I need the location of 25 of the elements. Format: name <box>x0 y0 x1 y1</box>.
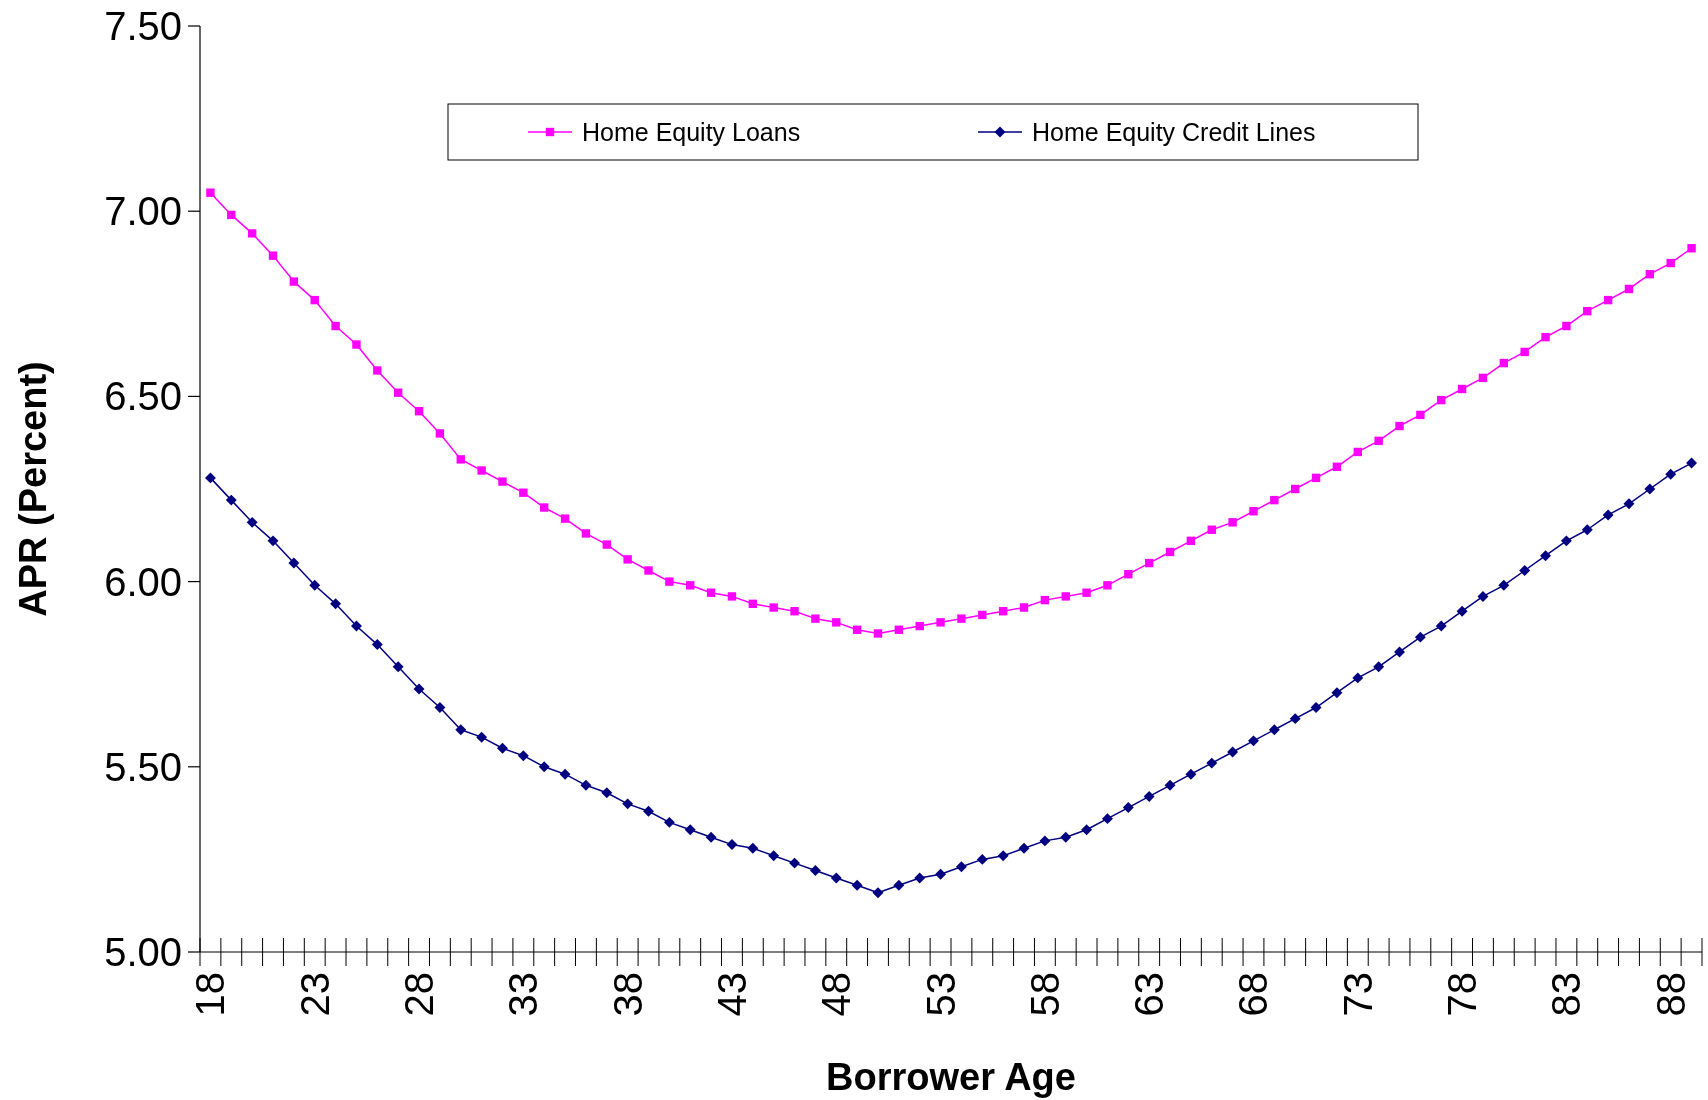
x-tick-label: 53 <box>918 972 963 1017</box>
y-tick-label: 7.50 <box>104 4 182 48</box>
y-tick-label: 6.50 <box>104 374 182 419</box>
x-tick-label: 78 <box>1440 972 1485 1017</box>
y-tick-label: 5.50 <box>104 744 182 789</box>
legend-label: Home Equity Credit Lines <box>1032 117 1316 146</box>
y-tick-label: 5.00 <box>104 930 182 974</box>
x-tick-label: 73 <box>1335 972 1380 1017</box>
x-tick-label: 48 <box>814 972 859 1017</box>
x-tick-label: 28 <box>397 972 442 1017</box>
x-tick-label: 18 <box>188 972 233 1017</box>
y-axis-title: APR (Percent) <box>12 361 54 617</box>
x-tick-label: 38 <box>605 972 650 1017</box>
y-tick-label: 6.00 <box>104 559 182 604</box>
x-tick-label: 63 <box>1127 972 1172 1017</box>
x-tick-label: 43 <box>709 972 754 1017</box>
x-tick-label: 23 <box>292 972 337 1017</box>
y-tick-label: 7.00 <box>104 189 182 234</box>
x-axis-title: Borrower Age <box>826 1056 1076 1098</box>
x-tick-label: 58 <box>1022 972 1067 1017</box>
x-tick-label: 83 <box>1544 972 1589 1017</box>
x-tick-label: 33 <box>501 972 546 1017</box>
legend-label: Home Equity Loans <box>582 117 801 146</box>
x-tick-label: 88 <box>1648 972 1693 1017</box>
x-tick-label: 68 <box>1231 972 1276 1017</box>
